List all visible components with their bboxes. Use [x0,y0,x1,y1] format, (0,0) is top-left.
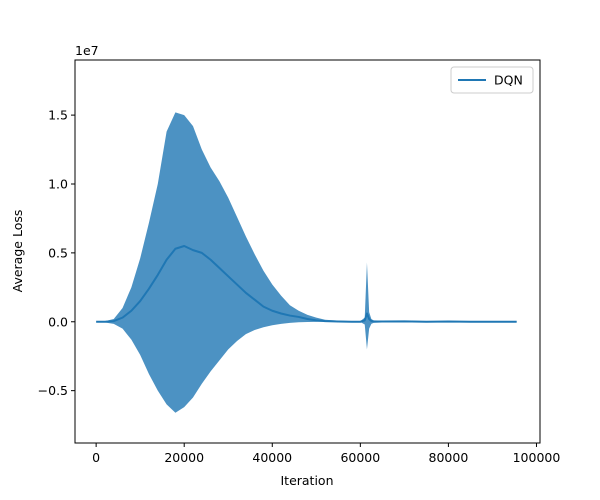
y-tick-label: 1.5 [48,108,68,123]
y-axis-label: Average Loss [10,210,25,293]
y-tick-label: 1.0 [48,176,68,191]
x-tick-label: 20000 [164,450,204,465]
x-axis-label: Iteration [280,473,333,488]
plot-area [96,112,517,413]
legend-box [450,66,534,94]
axes-frame [74,59,541,444]
legend-label-dqn: DQN [494,73,523,88]
x-tick-label: 100000 [513,450,561,465]
x-tick-label: 60000 [340,450,380,465]
x-axis: 0 20000 40000 60000 80000 100000 [92,443,560,465]
y-tick-label: 0.5 [48,245,68,260]
y-tick-label: 0.0 [48,314,68,329]
x-tick-label: 40000 [252,450,292,465]
y-axis-offset-text: 1e7 [75,43,99,58]
y-axis: −0.5 0.0 0.5 1.0 1.5 [38,108,75,398]
y-tick-label: −0.5 [38,383,68,398]
legend: DQN [450,66,534,94]
x-tick-label: 0 [92,450,100,465]
x-tick-label: 80000 [429,450,469,465]
series-line-dqn [96,244,517,323]
variance-band-dqn [96,112,517,413]
